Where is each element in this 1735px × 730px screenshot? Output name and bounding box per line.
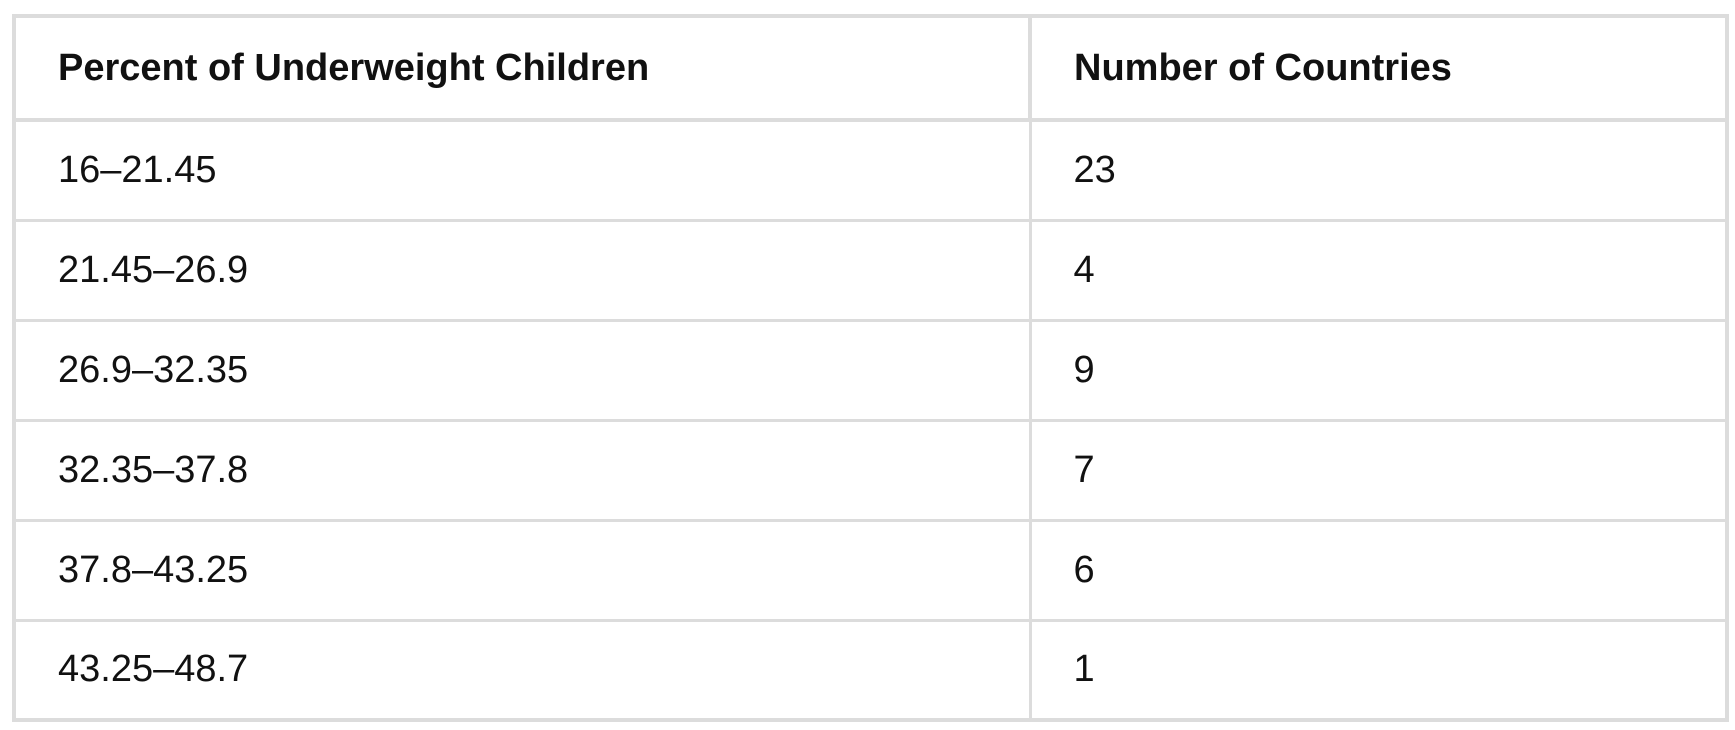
cell-percent-range: 26.9–32.35 xyxy=(12,318,1032,422)
cell-percent-range: 16–21.45 xyxy=(12,118,1032,222)
table-row: 21.45–26.9 4 xyxy=(12,218,1729,322)
cell-percent-range: 21.45–26.9 xyxy=(12,218,1032,322)
table-row: 26.9–32.35 9 xyxy=(12,318,1729,422)
cell-country-count: 6 xyxy=(1028,518,1729,622)
header-row: Percent of Underweight Children Number o… xyxy=(12,14,1729,122)
cell-country-count: 9 xyxy=(1028,318,1729,422)
header-percent-underweight: Percent of Underweight Children xyxy=(12,14,1032,122)
table-header: Percent of Underweight Children Number o… xyxy=(12,14,1729,122)
cell-percent-range: 32.35–37.8 xyxy=(12,418,1032,522)
frequency-table: Percent of Underweight Children Number o… xyxy=(12,14,1729,722)
cell-country-count: 23 xyxy=(1028,118,1729,222)
header-number-of-countries: Number of Countries xyxy=(1028,14,1729,122)
table-body: 16–21.45 23 21.45–26.9 4 26.9–32.35 9 32… xyxy=(12,118,1729,722)
cell-country-count: 1 xyxy=(1028,618,1729,722)
table-row: 16–21.45 23 xyxy=(12,118,1729,222)
cell-country-count: 4 xyxy=(1028,218,1729,322)
cell-percent-range: 37.8–43.25 xyxy=(12,518,1032,622)
table-row: 32.35–37.8 7 xyxy=(12,418,1729,522)
frequency-table-container: Percent of Underweight Children Number o… xyxy=(12,14,1729,722)
cell-percent-range: 43.25–48.7 xyxy=(12,618,1032,722)
cell-country-count: 7 xyxy=(1028,418,1729,522)
table-row: 37.8–43.25 6 xyxy=(12,518,1729,622)
table-row: 43.25–48.7 1 xyxy=(12,618,1729,722)
